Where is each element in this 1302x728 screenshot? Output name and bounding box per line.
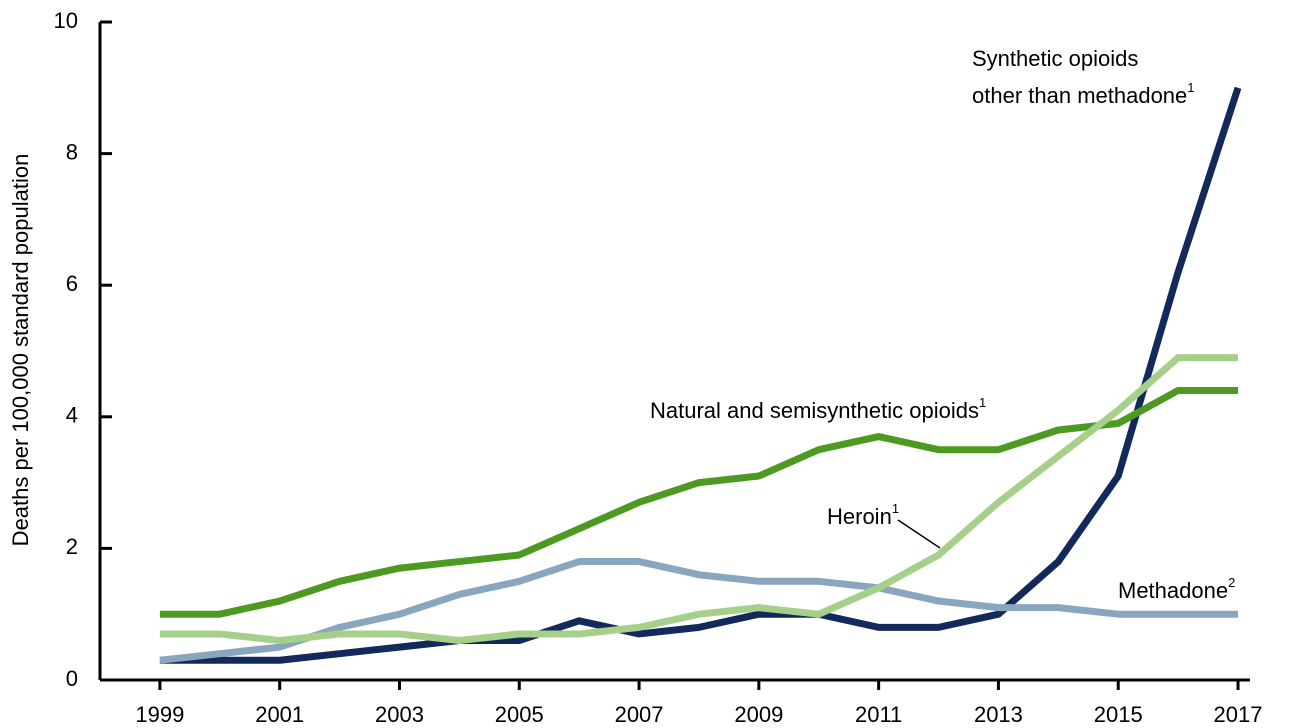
y-tick-label: 0 xyxy=(66,666,78,691)
y-tick-label: 8 xyxy=(66,139,78,164)
series-label-text: other than methadone xyxy=(972,83,1187,108)
leader-line xyxy=(897,519,941,549)
series-label: Natural and semisynthetic opioids1 xyxy=(650,395,986,422)
x-tick-label: 2007 xyxy=(615,702,664,727)
x-tick-label: 2001 xyxy=(255,702,304,727)
series-label: Heroin1 xyxy=(827,501,899,528)
y-axis-label: Deaths per 100,000 standard population xyxy=(8,154,33,547)
series-label: Methadone2 xyxy=(1118,575,1235,602)
x-tick-label: 2009 xyxy=(734,702,783,727)
y-tick-label: 2 xyxy=(66,534,78,559)
series-label-text: Heroin xyxy=(827,504,892,529)
series-label-sup: 1 xyxy=(979,395,986,410)
y-tick-label: 10 xyxy=(54,8,78,33)
series-label-sup: 2 xyxy=(1228,575,1235,590)
x-tick-label: 2015 xyxy=(1094,702,1143,727)
x-tick-label: 2013 xyxy=(974,702,1023,727)
series-label-text: Natural and semisynthetic opioids xyxy=(650,398,979,423)
x-tick-label: 2011 xyxy=(855,702,902,727)
y-tick-label: 6 xyxy=(66,271,78,296)
x-tick-label: 2005 xyxy=(495,702,544,727)
series-label-text: Methadone xyxy=(1118,578,1228,603)
series-line xyxy=(159,386,1239,618)
x-tick-label: 2003 xyxy=(375,702,424,727)
series-label: other than methadone1 xyxy=(972,80,1195,107)
x-tick-label: 2017 xyxy=(1214,702,1263,727)
y-tick-label: 4 xyxy=(66,403,78,428)
series-label: Synthetic opioids xyxy=(972,46,1138,71)
series-label-text: Synthetic opioids xyxy=(972,46,1138,71)
series-line xyxy=(159,558,1239,664)
series-label-sup: 1 xyxy=(1187,80,1194,95)
series-label-sup: 1 xyxy=(892,501,899,516)
series-line xyxy=(159,354,1239,645)
series-line xyxy=(159,86,1242,664)
x-tick-label: 1999 xyxy=(135,702,184,727)
